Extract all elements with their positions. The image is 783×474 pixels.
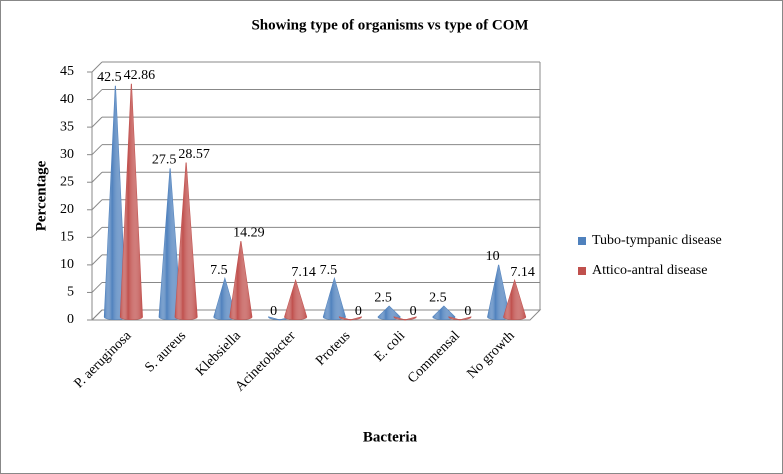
cone (377, 305, 401, 320)
x-axis-title: Bacteria (363, 429, 418, 445)
y-tick-label: 10 (60, 257, 74, 272)
cone-shade (432, 306, 455, 320)
cone (393, 316, 417, 321)
value-label: 7.14 (510, 265, 535, 280)
value-label: 0 (355, 304, 362, 319)
legend-swatch (578, 267, 586, 275)
grid-line (91, 282, 103, 293)
cone (338, 316, 362, 321)
y-tick-label: 30 (60, 147, 74, 162)
cone-shade (487, 264, 510, 320)
y-tick-label: 0 (67, 312, 74, 327)
value-label: 0 (464, 304, 471, 319)
value-label: 27.5 (152, 153, 177, 168)
cone (229, 241, 253, 320)
cone-shade (120, 83, 143, 320)
cone (448, 316, 472, 321)
y-tick-label: 40 (60, 92, 74, 107)
cone-shade (448, 317, 471, 320)
cone-shade (394, 317, 417, 320)
value-label: 2.5 (374, 290, 392, 305)
value-label: 42.5 (97, 70, 122, 85)
y-tick-label: 20 (60, 202, 74, 217)
grid-line (91, 254, 103, 266)
cone (284, 278, 308, 320)
y-tick-label: 25 (60, 174, 74, 189)
cone-shade (284, 280, 307, 320)
cone-shade (323, 278, 346, 320)
value-label: 0 (410, 304, 417, 319)
value-label: 2.5 (429, 290, 447, 305)
value-label: 14.29 (233, 225, 265, 240)
value-label: 0 (270, 304, 277, 319)
cone-shade (175, 162, 198, 320)
grid-line (91, 226, 103, 238)
value-label: 7.14 (291, 265, 316, 280)
y-tick-label: 5 (67, 285, 74, 300)
value-label: 10 (486, 249, 500, 264)
legend-label: Tubo-tympanic disease (592, 233, 722, 248)
grid-line (91, 144, 103, 156)
cone (174, 162, 198, 320)
grid-line (91, 116, 103, 128)
grid-line (91, 199, 103, 211)
y-tick-label: 15 (60, 230, 74, 245)
y-axis-title: Percentage (33, 160, 49, 231)
value-label: 7.5 (210, 263, 228, 278)
y-tick-label: 45 (60, 64, 74, 79)
chart-title: Showing type of organisms vs type of COM (251, 17, 528, 33)
y-tick-label: 35 (60, 119, 74, 134)
cone-shade (213, 278, 236, 320)
cone-shade (378, 306, 401, 320)
cone-shade (229, 241, 252, 320)
legend-swatch (578, 237, 586, 245)
cone-shade (159, 168, 182, 320)
cone (322, 276, 346, 320)
grid-line (91, 61, 103, 73)
cone-shade (339, 317, 362, 320)
cone-shade (503, 280, 526, 320)
cone (432, 305, 456, 320)
cone (503, 278, 527, 320)
cone (119, 83, 143, 320)
value-label: 7.5 (320, 263, 338, 278)
value-label: 28.57 (178, 147, 210, 162)
grid-line (91, 171, 103, 183)
grid-line (91, 309, 103, 321)
grid-line (91, 89, 103, 100)
value-label: 42.86 (124, 68, 156, 83)
cone-shade (104, 85, 127, 320)
legend-label: Attico-antral disease (592, 263, 707, 278)
